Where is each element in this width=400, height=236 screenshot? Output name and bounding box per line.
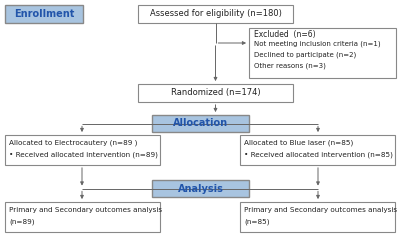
Text: Declined to participate (n=2): Declined to participate (n=2)	[254, 52, 356, 58]
FancyBboxPatch shape	[138, 5, 293, 23]
Text: Not meeting inclusion criteria (n=1): Not meeting inclusion criteria (n=1)	[254, 41, 381, 47]
FancyBboxPatch shape	[240, 135, 395, 165]
Text: • Received allocated intervention (n=89): • Received allocated intervention (n=89)	[9, 152, 158, 158]
Text: Allocation: Allocation	[173, 118, 228, 128]
Text: Primary and Secondary outcomes analysis: Primary and Secondary outcomes analysis	[244, 207, 397, 213]
Text: (n=85): (n=85)	[244, 219, 270, 225]
Text: Enrollment: Enrollment	[14, 9, 74, 19]
Text: Randomized (n=174): Randomized (n=174)	[171, 88, 260, 97]
FancyBboxPatch shape	[5, 135, 160, 165]
FancyBboxPatch shape	[152, 180, 249, 197]
FancyBboxPatch shape	[5, 202, 160, 232]
Text: Primary and Secondary outcomes analysis: Primary and Secondary outcomes analysis	[9, 207, 162, 213]
Text: Excluded  (n=6): Excluded (n=6)	[254, 30, 316, 39]
Text: Allocated to Blue laser (n=85): Allocated to Blue laser (n=85)	[244, 140, 353, 146]
FancyBboxPatch shape	[249, 28, 396, 78]
Text: Other reasons (n=3): Other reasons (n=3)	[254, 63, 326, 69]
FancyBboxPatch shape	[138, 84, 293, 102]
Text: • Received allocated intervention (n=85): • Received allocated intervention (n=85)	[244, 152, 393, 158]
Text: Allocated to Electrocautery (n=89 ): Allocated to Electrocautery (n=89 )	[9, 140, 137, 146]
Text: Analysis: Analysis	[178, 184, 224, 194]
FancyBboxPatch shape	[240, 202, 395, 232]
FancyBboxPatch shape	[152, 115, 249, 132]
Text: Assessed for eligibility (n=180): Assessed for eligibility (n=180)	[150, 9, 282, 18]
Text: (n=89): (n=89)	[9, 219, 34, 225]
FancyBboxPatch shape	[5, 5, 83, 23]
